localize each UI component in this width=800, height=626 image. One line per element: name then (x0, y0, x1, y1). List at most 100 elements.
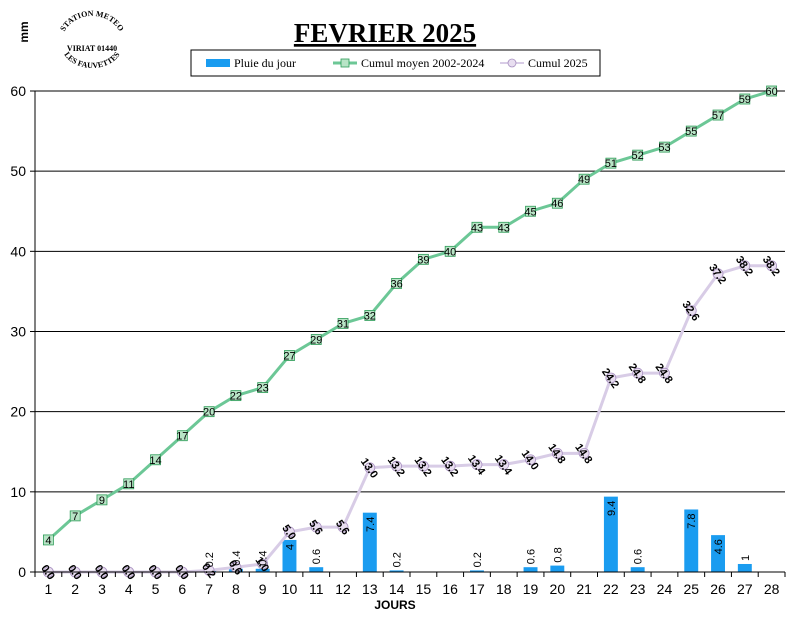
bar-day-13 (362, 512, 377, 572)
cumul-moyen-marker (605, 157, 617, 169)
legend-marker-cumul-moyen (340, 58, 350, 68)
x-tick-label: 12 (335, 581, 351, 597)
bar-value-label: 0.2 (392, 552, 404, 567)
bar-value-label: 0.4 (231, 550, 243, 565)
cumul-moyen-marker (391, 277, 403, 289)
cumul-2025-marker (659, 367, 670, 379)
cumul-moyen-label: 46 (551, 198, 563, 210)
cumul-2025-marker (578, 447, 590, 459)
y-tick-label: 30 (10, 324, 26, 340)
x-tick-label: 24 (657, 581, 673, 597)
cumul-2025-label: 0.0 (145, 563, 164, 582)
cumul-moyen-marker (471, 221, 483, 233)
legend-marker-cumul-2025 (507, 58, 517, 68)
bar-value-label: 0.6 (311, 549, 323, 564)
y-tick-label: 60 (10, 83, 26, 99)
stamp-top-text: STATION METEO (58, 9, 125, 33)
cumul-moyen-marker (337, 318, 349, 329)
x-tick-label: 15 (416, 581, 432, 597)
legend-label-cumul-2025: Cumul 2025 (528, 56, 588, 70)
cumul-2025-marker (364, 462, 376, 474)
legend-box (190, 49, 601, 77)
bar-value-label: 7.8 (686, 513, 698, 528)
cumul-moyen-marker (176, 430, 188, 442)
cumul-2025-marker (391, 460, 403, 472)
bar-value-label: 1 (740, 555, 752, 561)
cumul-2025-label: 5.6 (333, 518, 352, 537)
cumul-moyen-marker (659, 141, 670, 153)
cumul-moyen-marker (712, 109, 724, 121)
x-tick-label: 9 (259, 581, 267, 597)
x-tick-label: 25 (683, 581, 699, 597)
x-tick-label: 21 (576, 581, 592, 597)
cumul-moyen-marker (123, 478, 135, 490)
x-tick-label: 19 (523, 581, 539, 597)
x-axis-title: JOURS (374, 598, 415, 612)
x-tick-label: 13 (362, 581, 378, 597)
cumul-2025-marker (444, 460, 456, 472)
chart-title: FEVRIER 2025 (294, 18, 476, 48)
cumul-moyen-marker (284, 350, 295, 361)
bar-value-label: 0.8 (552, 547, 564, 562)
bar-value-label: 0.6 (526, 549, 538, 564)
x-tick-label: 6 (178, 581, 186, 597)
cumul-moyen-label: 29 (310, 335, 322, 347)
cumul-moyen-marker (203, 406, 215, 418)
legend: Pluie du jour Cumul moyen 2002-2024 Cumul … (190, 49, 601, 77)
cumul-2025-marker (712, 268, 724, 280)
y-tick-label: 10 (10, 484, 26, 500)
bar-day-17 (470, 570, 484, 572)
cumul-moyen-label: 22 (230, 391, 242, 403)
bar-value-label: 9.4 (606, 501, 618, 516)
bar-day-23 (630, 567, 645, 572)
cumul-moyen-label: 45 (524, 206, 536, 218)
bar-value-label: 4 (284, 544, 296, 550)
cumul-moyen-label: 4 (45, 535, 51, 547)
x-tick-label: 17 (469, 581, 485, 597)
x-tick-label: 23 (630, 581, 646, 597)
cumul-2025-label: 13.0 (358, 456, 380, 480)
legend-label-pluie: Pluie du jour (234, 56, 296, 70)
bar-value-label: 0.2 (472, 552, 484, 567)
bar-day-27 (737, 563, 752, 572)
cumul-moyen-label: 9 (99, 495, 105, 507)
cumul-moyen-marker (417, 253, 429, 265)
x-tick-label: 14 (389, 581, 405, 597)
x-tick-label: 7 (205, 581, 213, 597)
bar-value-label: 0.6 (633, 549, 645, 564)
bar-day-22 (603, 496, 618, 572)
bar-day-10 (282, 539, 297, 572)
daily-rain-bars (202, 496, 752, 572)
x-tick-label: 5 (152, 581, 160, 597)
x-tick-label: 3 (98, 581, 106, 597)
grid-lines (35, 90, 785, 493)
cumul-moyen-label: 36 (390, 278, 402, 290)
cumul-moyen-label: 43 (498, 222, 510, 234)
cumul-moyen-marker (257, 382, 269, 394)
cumul-2025-marker (498, 459, 510, 470)
cumul-moyen-marker (766, 85, 778, 97)
cumul-moyen-label: 14 (149, 455, 161, 467)
y-tick-label: 40 (10, 243, 26, 259)
cumul-2025-marker (551, 447, 563, 459)
cumul-2025-marker (310, 521, 322, 533)
cumul-moyen-label: 59 (739, 94, 751, 106)
bar-day-11 (309, 567, 324, 572)
x-tick-label: 8 (232, 581, 240, 597)
bar-value-label: 0.4 (258, 550, 270, 565)
legend-swatch-pluie (206, 59, 230, 67)
cumul-moyen-marker (498, 221, 510, 233)
cumul-2025-marker (685, 305, 697, 317)
bar-day-9 (255, 568, 270, 572)
cumul-2025-label: 0.0 (38, 563, 57, 582)
cumul-2025-label: 37.2 (706, 262, 728, 286)
cumul-moyen-label: 57 (712, 110, 724, 122)
cumul-moyen-marker (444, 245, 456, 257)
cumul-moyen-label: 11 (123, 479, 134, 491)
cumul-moyen-label: 23 (257, 383, 269, 395)
bar-value-label: 7.4 (365, 517, 377, 532)
cumul-moyen-marker (739, 93, 751, 105)
cumul-2025-marker (337, 521, 349, 533)
